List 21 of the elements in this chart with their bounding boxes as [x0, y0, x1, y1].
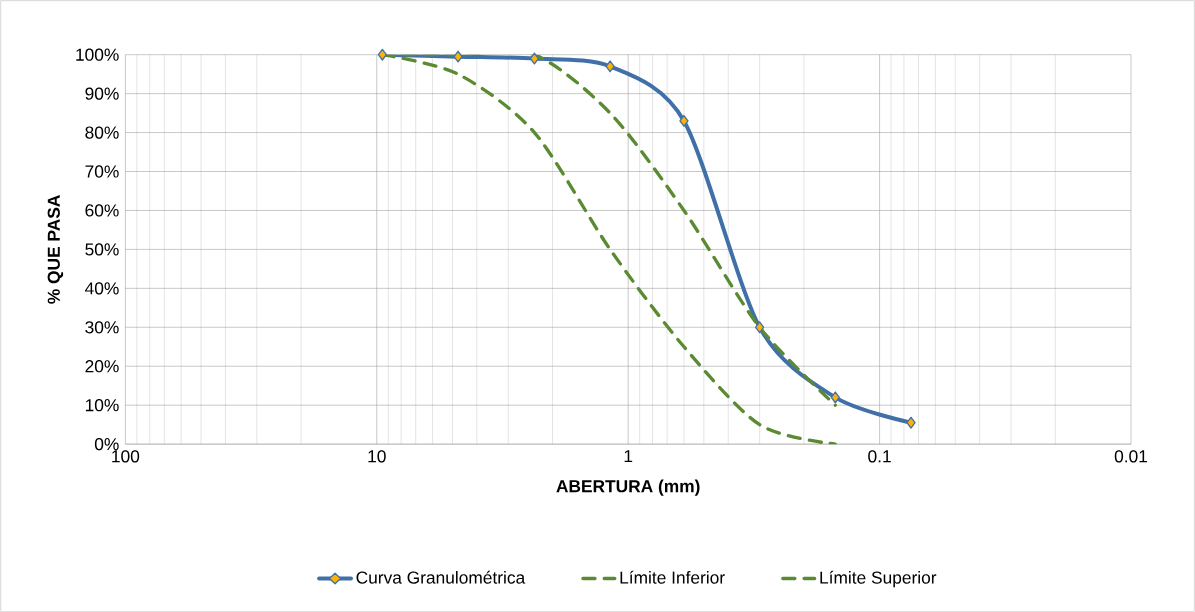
- y-tick-label: 70%: [85, 165, 119, 178]
- y-tick-label: 40%: [85, 282, 119, 295]
- y-tick-label: 60%: [85, 204, 119, 217]
- y-tick-label: 50%: [85, 243, 119, 256]
- y-tick-label: 80%: [85, 126, 119, 139]
- y-tick-label: 90%: [85, 87, 119, 100]
- y-axis-title: % QUE PASA: [47, 195, 64, 304]
- legend-label: Límite Inferior: [620, 570, 725, 584]
- x-tick-label: 1: [624, 450, 633, 463]
- y-tick-label: 20%: [85, 360, 119, 373]
- y-tick-label: 100%: [76, 48, 119, 61]
- x-axis-title: ABERTURA (mm): [556, 479, 700, 496]
- y-tick-label: 30%: [85, 321, 119, 334]
- y-tick-label: 10%: [85, 398, 119, 412]
- legend-label: Límite Superior: [820, 570, 937, 588]
- x-tick-label: 100: [112, 450, 140, 463]
- y-tick-label: 0%: [94, 437, 119, 451]
- x-tick-label: 10: [368, 450, 386, 463]
- x-tick-label: 0.1: [868, 450, 891, 463]
- legend-label: Curva Granulométrica: [356, 570, 526, 584]
- x-tick-label: 0.01: [1114, 450, 1148, 463]
